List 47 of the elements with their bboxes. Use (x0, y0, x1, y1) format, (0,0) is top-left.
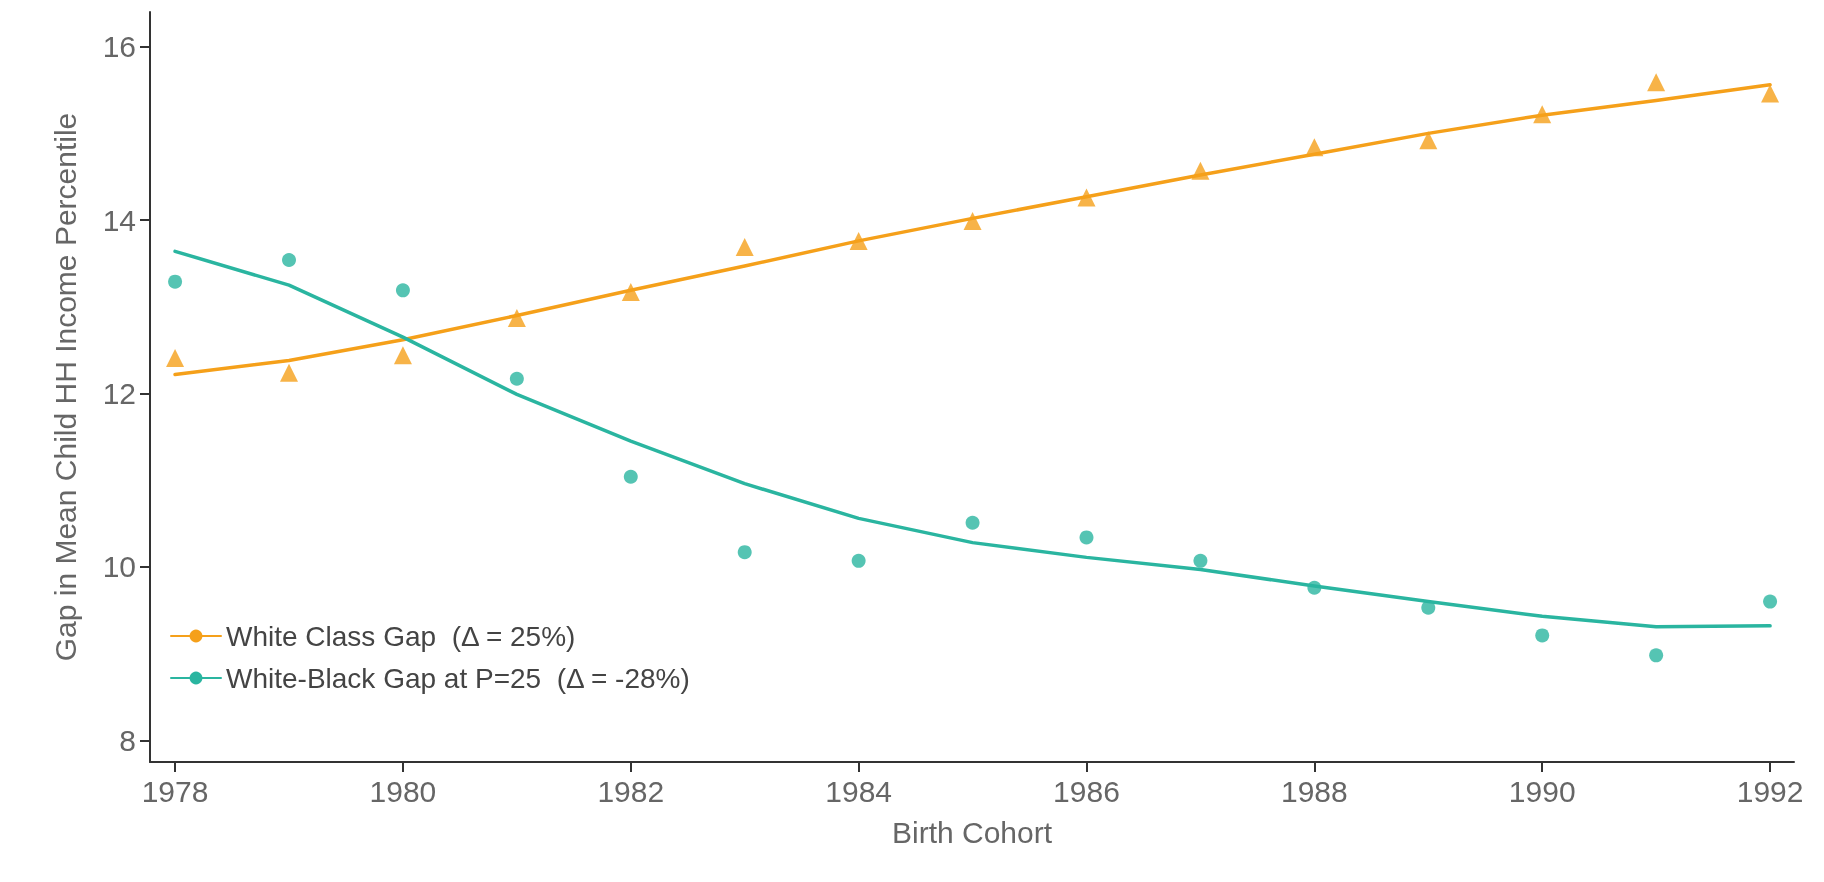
x-tick-label: 1980 (369, 774, 437, 808)
point (1191, 161, 1210, 180)
point (1419, 131, 1438, 150)
x-axis-title: Birth Cohort (891, 815, 1053, 849)
legend-label: White-Black Gap at P=25 (Δ = -28%) (226, 662, 690, 694)
y-tick-label: 10 (102, 550, 136, 584)
point (1305, 138, 1324, 157)
point (507, 309, 526, 328)
point (1077, 188, 1096, 207)
point (1193, 553, 1208, 568)
point (1079, 530, 1094, 545)
point (849, 231, 868, 250)
x-tick-label: 1982 (597, 774, 665, 808)
point (963, 211, 982, 230)
x-tick-label: 1978 (141, 774, 209, 808)
x-tick-label: 1988 (1280, 774, 1348, 808)
point (1421, 600, 1436, 615)
point (166, 348, 185, 367)
x-tick-label: 1990 (1508, 774, 1576, 808)
y-tick-label: 16 (102, 30, 136, 64)
point (1649, 648, 1664, 663)
point (851, 553, 866, 568)
legend-label: White Class Gap (Δ = 25%) (226, 620, 576, 652)
point (168, 274, 183, 289)
point (279, 363, 298, 382)
point (1535, 628, 1550, 643)
point (621, 283, 640, 302)
y-tick-label: 8 (119, 723, 136, 757)
point (1763, 594, 1778, 609)
point (735, 237, 754, 256)
point (393, 346, 412, 365)
x-tick-label: 1984 (825, 774, 893, 808)
point (1533, 105, 1552, 124)
y-tick-label: 14 (102, 203, 136, 237)
point (509, 371, 524, 386)
x-tick-label: 1986 (1053, 774, 1120, 808)
point (282, 252, 296, 267)
y-tick-label: 12 (102, 377, 136, 410)
y-axis-title: Gap in Mean Child HH Income Percentile (48, 112, 82, 662)
x-tick-label: 1992 (1736, 774, 1804, 808)
point (395, 283, 410, 298)
point (965, 515, 980, 530)
point (623, 469, 638, 484)
point (1761, 84, 1780, 103)
point (737, 545, 752, 560)
point (1647, 73, 1666, 92)
point (1307, 580, 1322, 595)
